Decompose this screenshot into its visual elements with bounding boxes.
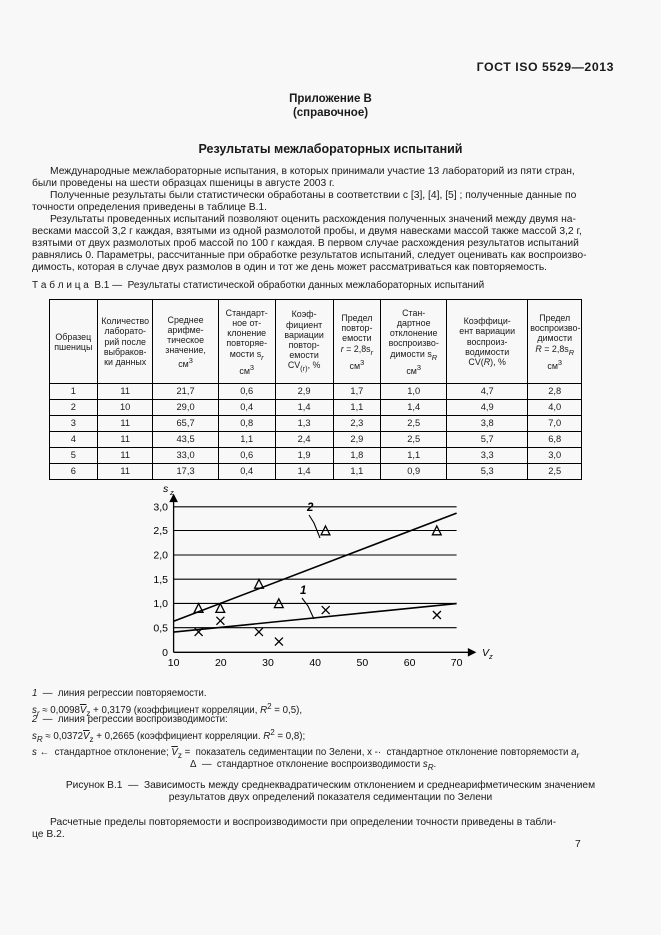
svg-text:20: 20 xyxy=(215,657,227,669)
svg-text:50: 50 xyxy=(357,657,369,669)
svg-text:10: 10 xyxy=(168,657,180,669)
svg-text:70: 70 xyxy=(451,657,463,669)
svg-text:40: 40 xyxy=(309,657,321,669)
svg-text:1: 1 xyxy=(300,585,306,597)
svg-text:30: 30 xyxy=(262,657,274,669)
svg-text:0,5: 0,5 xyxy=(153,622,168,634)
svg-text:1,5: 1,5 xyxy=(153,574,168,586)
svg-text:2,5: 2,5 xyxy=(153,525,168,537)
svg-text:3,0: 3,0 xyxy=(153,502,168,514)
svg-text:z: z xyxy=(169,488,174,497)
svg-text:2,0: 2,0 xyxy=(153,550,168,562)
svg-text:s: s xyxy=(163,483,169,495)
svg-text:z: z xyxy=(488,652,493,661)
svg-text:60: 60 xyxy=(404,657,416,669)
svg-text:1,0: 1,0 xyxy=(153,598,168,610)
svg-text:2: 2 xyxy=(306,502,314,514)
